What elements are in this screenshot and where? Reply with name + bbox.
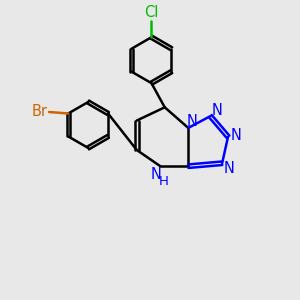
Text: N: N [223, 161, 234, 176]
Text: Cl: Cl [144, 5, 159, 20]
Text: N: N [231, 128, 242, 143]
Text: Br: Br [32, 104, 47, 119]
Text: N: N [151, 167, 161, 182]
Text: N: N [212, 103, 222, 118]
Text: H: H [158, 175, 168, 188]
Text: N: N [186, 114, 197, 129]
